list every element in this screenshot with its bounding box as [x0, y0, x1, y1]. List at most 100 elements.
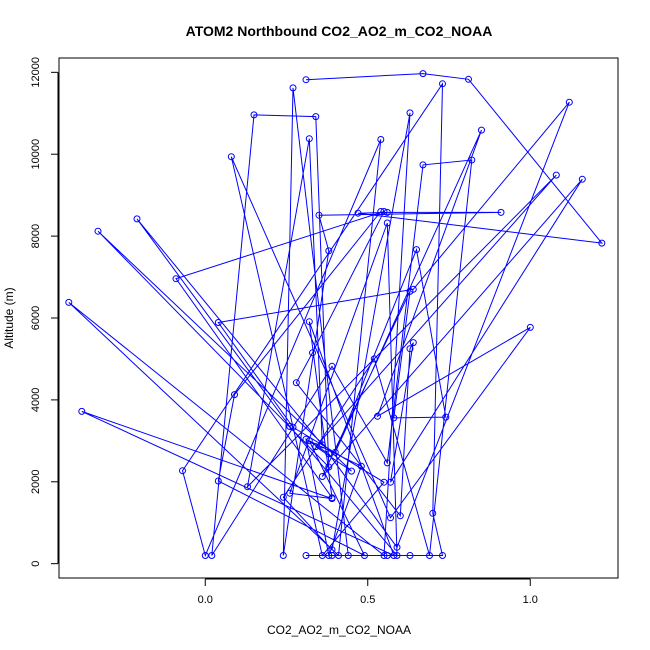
- data-point: [439, 80, 446, 88]
- data-point: [383, 208, 391, 216]
- data-point: [478, 126, 485, 134]
- data-point: [354, 209, 362, 217]
- data-point: [279, 493, 287, 501]
- y-tick-label: 10000: [30, 139, 42, 170]
- data-point: [250, 111, 258, 119]
- data-point: [380, 208, 388, 215]
- data-point: [231, 391, 238, 399]
- data-point: [172, 275, 180, 283]
- data-point: [377, 136, 385, 143]
- data-point: [312, 443, 320, 451]
- data-point: [393, 543, 401, 551]
- data-point: [357, 462, 365, 470]
- data-point: [419, 161, 427, 169]
- data-point: [468, 156, 476, 164]
- data-point: [442, 413, 450, 421]
- data-point: [419, 70, 427, 78]
- data-point: [426, 552, 433, 559]
- data-point: [439, 552, 446, 559]
- y-axis-label: Altitude (m): [2, 287, 16, 348]
- data-point: [214, 477, 222, 485]
- data-point: [406, 109, 414, 117]
- data-point: [328, 494, 336, 502]
- data-point: [370, 355, 378, 363]
- data-point: [361, 552, 368, 559]
- y-tick-label: 4000: [30, 388, 42, 412]
- data-point: [465, 75, 472, 83]
- data-point: [380, 478, 388, 486]
- data-point: [302, 76, 310, 84]
- data-point: [302, 435, 310, 443]
- data-point: [328, 362, 336, 370]
- data-point: [325, 247, 333, 255]
- data-point: [344, 552, 352, 559]
- x-tick-label: 0.0: [198, 594, 213, 606]
- y-tick-label: 8000: [30, 224, 42, 248]
- data-point: [309, 349, 316, 357]
- data-point: [94, 227, 102, 235]
- data-point: [396, 512, 404, 520]
- data-point: [286, 423, 294, 430]
- data-point: [305, 318, 313, 326]
- data-point: [286, 489, 294, 497]
- data-point: [348, 467, 355, 475]
- data-point: [318, 473, 326, 480]
- data-point: [208, 552, 216, 559]
- data-point: [578, 175, 586, 183]
- data-point: [78, 407, 86, 415]
- data-point: [413, 246, 420, 254]
- data-point: [598, 239, 606, 247]
- data-point: [409, 285, 417, 293]
- y-tick-label: 2000: [30, 470, 42, 494]
- data-point: [380, 552, 388, 559]
- data-point: [387, 514, 394, 522]
- data-point: [409, 339, 417, 347]
- y-tick-label: 0: [30, 561, 42, 567]
- data-point: [133, 215, 141, 223]
- data-point: [315, 211, 323, 219]
- data-point: [65, 298, 73, 306]
- data-point: [289, 423, 297, 431]
- data-point: [328, 546, 336, 554]
- data-point: [497, 208, 505, 216]
- data-point: [305, 135, 313, 143]
- data-point: [289, 84, 297, 92]
- data-point: [244, 483, 251, 491]
- plot-frame: [58, 57, 619, 579]
- y-tick-label: 12000: [30, 57, 42, 88]
- data-point: [325, 450, 333, 458]
- x-tick-label: 1.0: [523, 594, 538, 606]
- chart-title: ATOM2 Northbound CO2_AO2_m_CO2_NOAA: [186, 23, 493, 39]
- data-point: [325, 552, 333, 559]
- y-axis: 0 2000 4000 6000 8000 10000 12000: [30, 57, 59, 567]
- data-point: [406, 552, 414, 559]
- y-tick-label: 6000: [30, 306, 42, 330]
- data-point: [377, 208, 385, 215]
- x-axis-label: CO2_AO2_m_CO2_NOAA: [267, 623, 411, 637]
- data-point: [312, 113, 320, 121]
- data-point: [331, 448, 339, 456]
- data-point: [335, 552, 342, 559]
- data-point: [393, 552, 401, 559]
- data-point: [179, 467, 186, 475]
- data-point: [374, 412, 381, 420]
- data-point: [214, 319, 222, 326]
- data-point: [390, 414, 398, 422]
- data-point: [390, 552, 398, 559]
- data-point: [325, 463, 333, 471]
- plot-area: [58, 57, 619, 579]
- series-line: [68, 73, 603, 558]
- data-point: [429, 509, 437, 517]
- data-point: [383, 459, 391, 467]
- data-point: [526, 323, 534, 331]
- data-point: [406, 345, 414, 353]
- data-point: [302, 552, 310, 559]
- data-point: [565, 98, 573, 106]
- x-axis: 0.0 0.5 1.0: [198, 578, 538, 606]
- data-point: [318, 441, 326, 449]
- x-tick-label: 0.5: [360, 594, 375, 606]
- data-point: [383, 219, 391, 227]
- data-point: [292, 379, 300, 387]
- data-point: [305, 437, 313, 445]
